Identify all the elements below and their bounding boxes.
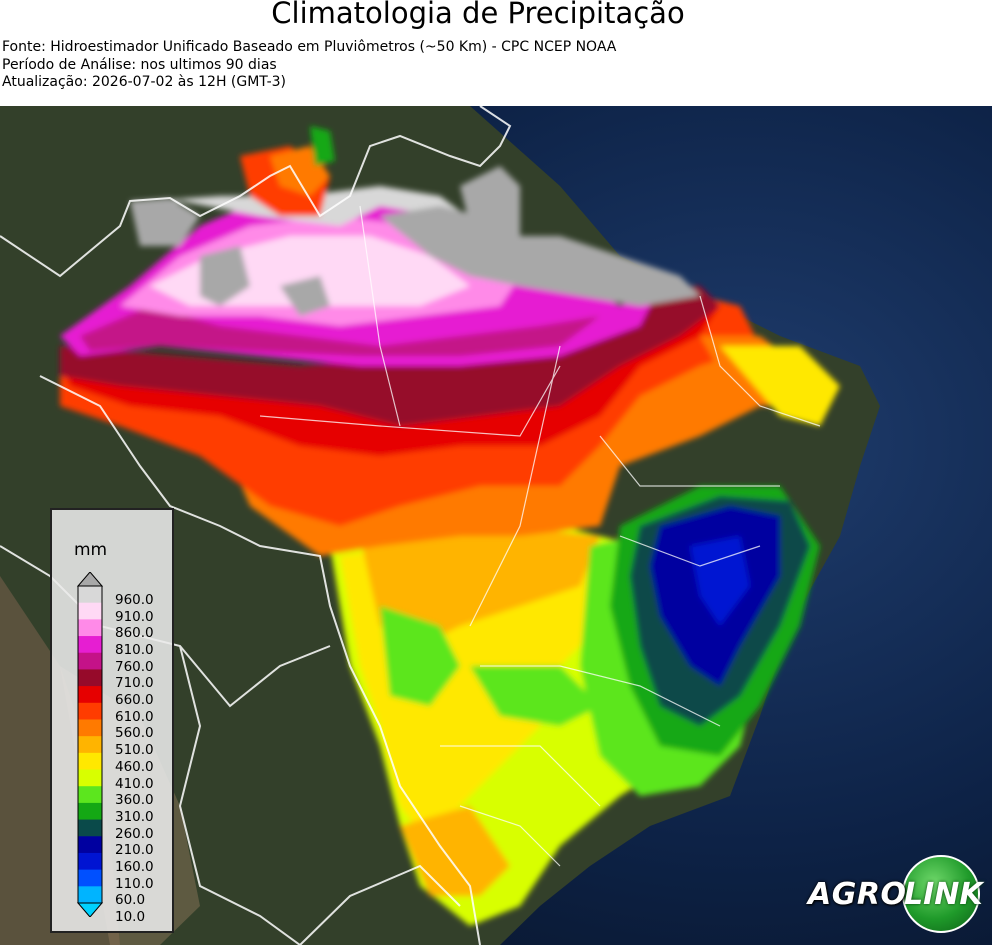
colorbar-segment (78, 652, 102, 670)
legend-tick-label: 810.0 (115, 642, 154, 659)
logo-text-agro: AGRO (808, 877, 907, 912)
borders (0, 106, 512, 945)
colorbar-segment (78, 602, 102, 620)
legend-tick-label: 560.0 (115, 725, 154, 742)
colorbar-segment (78, 752, 102, 771)
colorbar-segment (78, 769, 102, 787)
legend-tick-label: 210.0 (115, 842, 154, 859)
legend-tick-label: 910.0 (115, 608, 154, 625)
colorbar-legend: mm 960.0 910.0 860.0 810.0 760.0 710.0 660.0 61… (50, 508, 174, 933)
colorbar-segment (78, 669, 102, 687)
colorbar-segment (78, 886, 102, 904)
legend-tick-label: 760.0 (115, 658, 154, 675)
legend-tick-label: 460.0 (115, 758, 154, 775)
colorbar-top-arrow (76, 572, 104, 587)
colorbar-segment (78, 719, 102, 737)
agrolink-logo: AGRO LINK (808, 855, 984, 939)
legend-tick-label: 160.0 (115, 858, 154, 875)
colorbar-segment (78, 636, 102, 654)
updated-text: Atualização: 2026-07-02 às 12H (GMT-3) (2, 74, 286, 90)
colorbar-segment (78, 586, 102, 604)
colorbar (76, 572, 104, 917)
colorbar-segment (78, 736, 102, 754)
colorbar-bottom-arrow (76, 902, 104, 917)
colorbar-segment (78, 852, 102, 871)
colorbar-segment (78, 802, 102, 821)
legend-tick-label: 610.0 (115, 708, 154, 725)
map-metadata: Fonte: Hidroestimador Unificado Baseado … (2, 39, 616, 92)
legend-tick-label: 960.0 (115, 592, 154, 608)
colorbar-segment (78, 869, 102, 887)
colorbar-segment (78, 836, 102, 854)
legend-tick-label: 10.0 (115, 909, 146, 925)
colorbar-segment (78, 619, 102, 637)
precip-field (60, 126, 840, 926)
precipitation-map (0, 106, 992, 945)
colorbar-segment (78, 686, 102, 704)
state-borders (259, 205, 821, 867)
source-text: Fonte: Hidroestimador Unificado Baseado … (2, 39, 617, 55)
legend-unit: mm (74, 540, 108, 560)
legend-tick-label: 60.0 (115, 892, 146, 909)
colorbar-segment (78, 786, 102, 804)
map-title: Climatologia de Precipitação (271, 0, 685, 30)
legend-tick-label: 360.0 (115, 792, 154, 809)
legend-tick-label: 710.0 (115, 675, 154, 692)
period-text: Período de Análise: nos ultimos 90 dias (2, 56, 277, 73)
legend-tick-label: 860.0 (115, 625, 154, 642)
legend-tick-label: 660.0 (115, 692, 154, 709)
legend-tick-label: 410.0 (115, 775, 154, 792)
legend-tick-label: 110.0 (115, 875, 154, 892)
colorbar-segment (78, 702, 102, 720)
map-canvas (0, 106, 992, 945)
legend-tick-label: 260.0 (115, 825, 154, 842)
legend-tick-label: 510.0 (115, 742, 154, 759)
logo-circle (902, 855, 980, 933)
colorbar-segment (78, 819, 102, 837)
legend-tick-label: 310.0 (115, 808, 154, 825)
logo-text-link: LINK (904, 877, 983, 912)
